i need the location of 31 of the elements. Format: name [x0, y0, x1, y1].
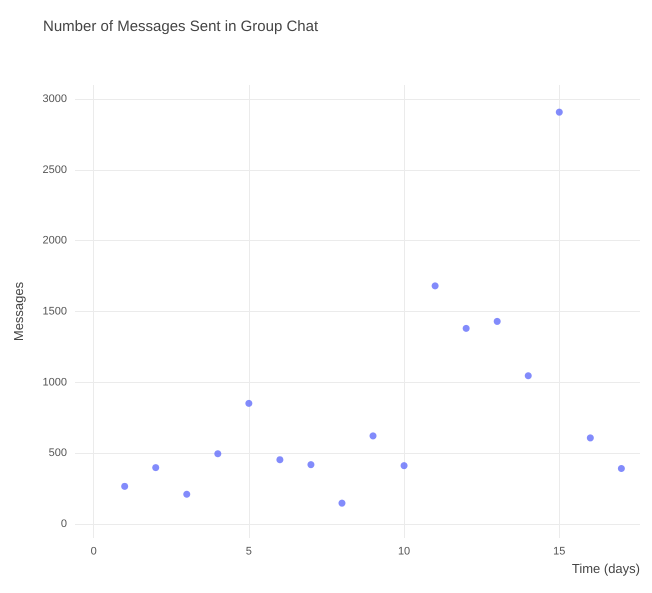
x-tick-label: 15 — [553, 546, 566, 558]
point — [432, 282, 439, 290]
point — [276, 456, 284, 464]
point — [370, 432, 377, 440]
x-tick-label: 5 — [246, 546, 252, 558]
point — [462, 324, 470, 332]
point — [338, 500, 346, 507]
x-axis-title: Time (days) — [572, 560, 640, 576]
y-tick-label: 1000 — [42, 376, 67, 388]
point — [307, 461, 314, 468]
point — [245, 400, 252, 407]
point — [400, 462, 408, 470]
chart-title: Number of Messages Sent in Group Chat — [43, 18, 319, 35]
point — [556, 108, 563, 116]
point — [152, 464, 160, 472]
y-tick-label: 2500 — [42, 164, 67, 176]
point — [214, 450, 222, 458]
y-tick-label: 0 — [60, 518, 67, 530]
x-tick-label: 10 — [398, 546, 410, 558]
point — [524, 372, 532, 380]
y-tick-label: 500 — [48, 447, 67, 460]
point — [183, 490, 190, 498]
point — [618, 464, 625, 472]
y-tick-label: 1500 — [42, 306, 67, 318]
y-axis-title: Messages — [11, 281, 26, 342]
point — [494, 318, 501, 325]
y-tick-label: 2000 — [42, 234, 67, 247]
point — [121, 482, 128, 490]
y-tick-label: 3000 — [42, 93, 67, 106]
x-tick-label: 0 — [90, 546, 97, 558]
point — [586, 434, 594, 442]
